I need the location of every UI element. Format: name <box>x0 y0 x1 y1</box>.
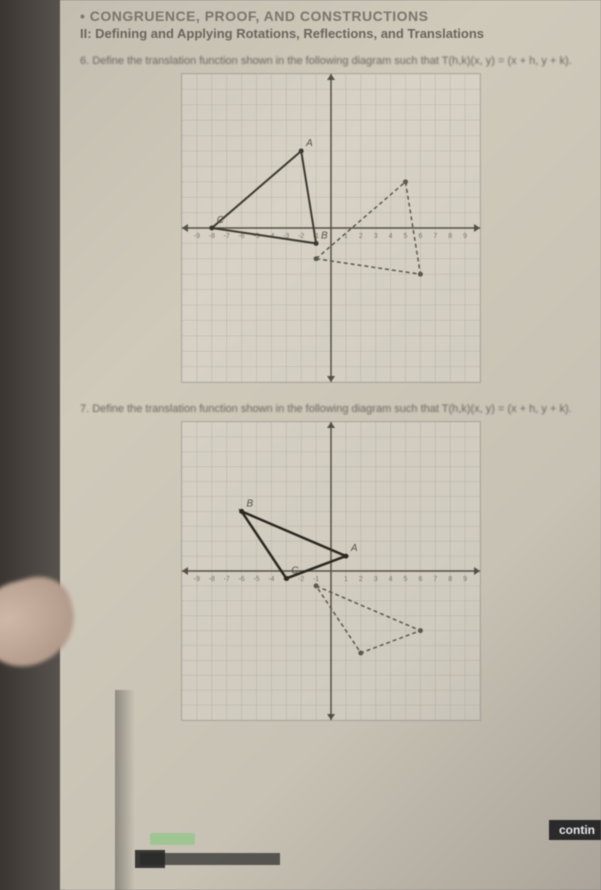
svg-text:9: 9 <box>463 576 467 583</box>
problem-7-graph: -9-8-7-6-5-4-3-2-1123456789BAC <box>181 421 481 721</box>
section-subtitle: II: Defining and Applying Rotations, Ref… <box>80 26 581 41</box>
svg-text:7: 7 <box>433 233 437 240</box>
svg-text:4: 4 <box>388 576 392 583</box>
svg-text:6: 6 <box>418 233 422 240</box>
footer-bar <box>140 853 280 865</box>
svg-text:4: 4 <box>388 233 392 240</box>
textbook-page: • CONGRUENCE, PROOF, AND CONSTRUCTIONS I… <box>60 0 601 890</box>
svg-text:-9: -9 <box>193 576 199 583</box>
svg-text:B: B <box>246 498 253 509</box>
svg-text:A: A <box>305 138 313 149</box>
svg-text:2: 2 <box>358 233 362 240</box>
svg-text:-6: -6 <box>238 576 244 583</box>
svg-text:-7: -7 <box>223 576 229 583</box>
svg-text:1: 1 <box>343 576 347 583</box>
page-curl-shadow <box>115 690 135 890</box>
svg-text:-5: -5 <box>253 576 259 583</box>
page-spine-shadow <box>0 0 65 890</box>
svg-text:-2: -2 <box>298 576 304 583</box>
svg-text:8: 8 <box>448 233 452 240</box>
page-header: • CONGRUENCE, PROOF, AND CONSTRUCTIONS I… <box>60 0 601 45</box>
svg-text:-8: -8 <box>208 576 214 583</box>
svg-text:-6: -6 <box>238 233 244 240</box>
svg-text:-9: -9 <box>193 233 199 240</box>
svg-text:-8: -8 <box>208 233 214 240</box>
svg-text:-4: -4 <box>268 576 274 583</box>
svg-text:5: 5 <box>403 576 407 583</box>
svg-text:C: C <box>216 215 224 226</box>
highlight-mark <box>150 833 195 845</box>
problem-6-graph-wrap: -9-8-7-6-5-4-3-2-1123456789CAB <box>60 73 601 383</box>
svg-text:C: C <box>291 565 299 576</box>
svg-text:8: 8 <box>448 576 452 583</box>
svg-text:2: 2 <box>358 576 362 583</box>
svg-text:5: 5 <box>403 233 407 240</box>
svg-text:-2: -2 <box>298 233 304 240</box>
svg-text:9: 9 <box>463 233 467 240</box>
svg-text:-1: -1 <box>313 576 319 583</box>
svg-text:6: 6 <box>418 576 422 583</box>
svg-text:3: 3 <box>373 233 377 240</box>
svg-text:7: 7 <box>433 576 437 583</box>
svg-text:A: A <box>349 543 357 554</box>
continue-badge: contin <box>549 820 601 840</box>
chapter-title: • CONGRUENCE, PROOF, AND CONSTRUCTIONS <box>80 8 581 24</box>
problem-7-prompt: 7. Define the translation function shown… <box>80 403 581 415</box>
problem-6-graph: -9-8-7-6-5-4-3-2-1123456789CAB <box>181 73 481 383</box>
svg-text:3: 3 <box>373 576 377 583</box>
problem-6-prompt: 6. Define the translation function shown… <box>80 55 581 67</box>
svg-text:B: B <box>321 230 328 241</box>
svg-text:-7: -7 <box>223 233 229 240</box>
problem-7-graph-wrap: -9-8-7-6-5-4-3-2-1123456789BAC <box>60 421 601 721</box>
